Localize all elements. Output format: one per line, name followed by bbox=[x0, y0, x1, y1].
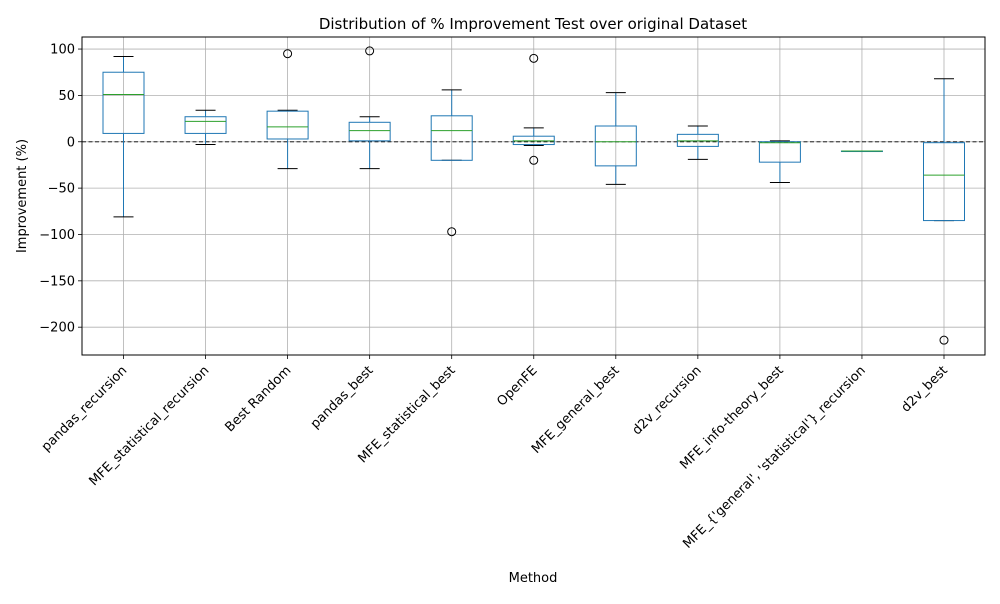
y-tick-label: −50 bbox=[48, 182, 75, 197]
box-group bbox=[676, 125, 719, 160]
box-group bbox=[758, 140, 801, 184]
x-tick-label: MFE_general_best bbox=[529, 363, 623, 457]
x-tick-label: d2v_best bbox=[899, 363, 951, 415]
box-group bbox=[184, 109, 227, 146]
outlier-point bbox=[447, 227, 457, 237]
box-layer bbox=[102, 46, 965, 345]
outlier-point bbox=[529, 53, 539, 63]
y-tick-label: −100 bbox=[39, 228, 75, 243]
y-tick-label: −150 bbox=[39, 274, 75, 289]
box-group bbox=[512, 53, 555, 165]
chart-title: Distribution of % Improvement Test over … bbox=[319, 15, 747, 33]
box-group bbox=[266, 49, 309, 170]
y-tick-label: 0 bbox=[67, 135, 75, 150]
x-tick-label: d2v_recursion bbox=[630, 363, 705, 438]
outlier-point bbox=[529, 155, 539, 165]
y-tick-label: 50 bbox=[58, 89, 75, 104]
iqr-box bbox=[923, 142, 965, 222]
y-axis-ticks: 100 50 0 −50 −100 −150 −200 bbox=[39, 43, 82, 336]
x-axis-label: Method bbox=[509, 571, 558, 586]
y-tick-label: 100 bbox=[50, 43, 75, 58]
iqr-box bbox=[266, 110, 309, 140]
y-axis-label: Improvement (%) bbox=[15, 139, 30, 253]
grid-layer bbox=[82, 37, 985, 355]
x-tick-label: Best Random bbox=[222, 363, 294, 435]
box-group bbox=[102, 55, 145, 218]
iqr-box bbox=[758, 141, 801, 163]
iqr-box bbox=[348, 121, 391, 142]
y-tick-label: −200 bbox=[39, 321, 75, 336]
box-group bbox=[923, 78, 965, 345]
box-group bbox=[594, 92, 637, 185]
iqr-box bbox=[430, 115, 473, 161]
x-axis-ticks: pandas_recursionMFE_statistical_recursio… bbox=[39, 355, 951, 552]
iqr-box bbox=[102, 71, 145, 134]
iqr-box bbox=[594, 125, 637, 167]
box-group bbox=[840, 150, 883, 153]
outlier-point bbox=[939, 335, 949, 345]
x-tick-label: OpenFE bbox=[494, 363, 540, 409]
x-tick-label: pandas_recursion bbox=[39, 363, 130, 454]
box-group bbox=[430, 89, 473, 237]
x-tick-label: pandas_best bbox=[308, 363, 377, 432]
outlier-point bbox=[283, 49, 293, 59]
box-group bbox=[348, 46, 391, 170]
outlier-point bbox=[365, 46, 375, 56]
iqr-box bbox=[184, 116, 227, 134]
x-tick-label: MFE_{'general', 'statistical'}_recursion bbox=[680, 363, 868, 551]
